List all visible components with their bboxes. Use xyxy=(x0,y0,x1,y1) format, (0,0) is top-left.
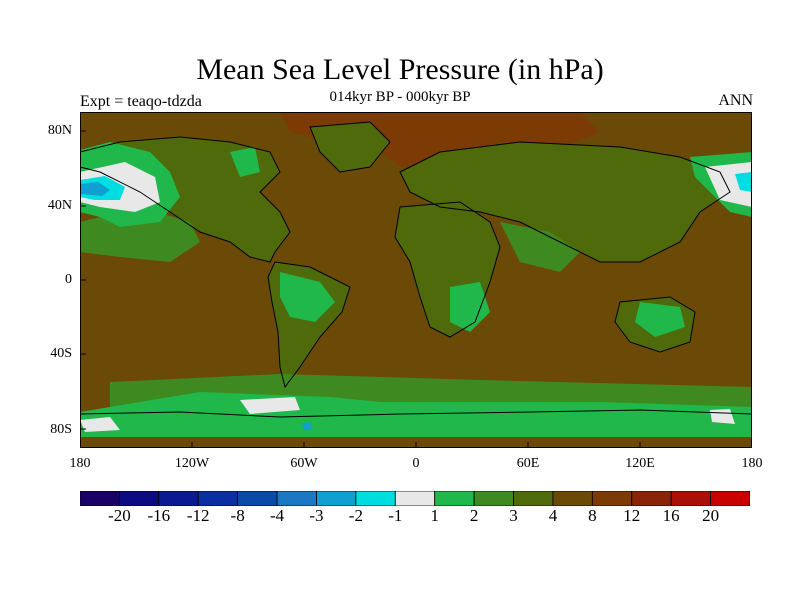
colorbar-swatch-8 xyxy=(394,491,436,506)
colorbar-label: 16 xyxy=(662,506,680,525)
colorbar-swatch-10 xyxy=(473,491,514,506)
colorbar-label: 20 xyxy=(702,506,720,525)
colorbar-label: -3 xyxy=(309,506,324,525)
lat-tick-80n: 80N xyxy=(47,123,72,138)
colorbar-swatch-12 xyxy=(552,491,593,506)
colorbar-label: 8 xyxy=(588,506,597,525)
colorbar-label: -4 xyxy=(269,506,285,525)
colorbar-swatch-13 xyxy=(591,491,633,506)
colorbar-label: 4 xyxy=(548,506,558,525)
antarctic-neutral-patch-1 xyxy=(240,397,300,414)
hudson-low-patch xyxy=(230,147,260,177)
colorbar-swatch-11 xyxy=(513,491,554,506)
indian-mid-anomaly xyxy=(500,222,580,272)
colorbar-swatch-6 xyxy=(316,491,357,506)
season-label: ANN xyxy=(718,92,753,109)
lon-tick-120w: 120W xyxy=(174,456,210,471)
colorbar-label: -12 xyxy=(186,506,210,525)
pressure-anomaly-map xyxy=(80,112,752,448)
lon-tick-180w: 180 xyxy=(69,456,91,471)
colorbar-label: 3 xyxy=(509,506,518,525)
colorbar-swatch-7 xyxy=(355,491,396,506)
colorbar-label: -20 xyxy=(108,506,131,525)
colorbar-label: -8 xyxy=(230,506,245,525)
colorbar-label: 1 xyxy=(430,506,439,525)
colorbar-swatch-0 xyxy=(80,491,120,506)
lon-tick-180e: 180 xyxy=(741,456,763,471)
greenland-land xyxy=(310,122,390,172)
antarctic-neutral-patch-2 xyxy=(80,417,120,432)
colorbar-swatch-15 xyxy=(670,491,711,506)
colorbar-label: -1 xyxy=(388,506,403,525)
colorbar-swatch-2 xyxy=(158,491,199,506)
lon-tick-60w: 60W xyxy=(290,456,318,471)
lon-tick-120e: 120E xyxy=(625,456,655,471)
nw-pacific-negative-1 xyxy=(735,172,752,192)
colorbar-label: -16 xyxy=(147,506,171,525)
lon-tick-60e: 60E xyxy=(516,456,540,471)
colorbar-swatch-1 xyxy=(119,491,160,506)
lat-tick-40n: 40N xyxy=(47,198,72,213)
ne-pacific-negative-2 xyxy=(80,182,110,196)
lon-tick-0: 0 xyxy=(412,456,420,471)
antarctic-negative-patch xyxy=(302,422,312,430)
colorbar-swatch-16 xyxy=(710,491,750,506)
australia-low-region xyxy=(635,302,685,337)
coastlines xyxy=(80,121,752,418)
nw-pacific-neutral-patch xyxy=(705,162,752,207)
colorbar-swatch-4 xyxy=(237,491,278,506)
lat-tick-40s: 40S xyxy=(50,346,72,361)
amazon-low-region xyxy=(280,272,335,322)
colorbar-swatch-5 xyxy=(276,491,317,506)
map-title: Mean Sea Level Pressure (in hPa) xyxy=(196,53,604,86)
map-subtitle: 014kyr BP - 000kyr BP xyxy=(329,89,471,105)
colorbar xyxy=(80,491,750,506)
map-ticks xyxy=(80,112,641,448)
colorbar-label: 2 xyxy=(469,506,479,525)
southern-africa-low-region xyxy=(450,282,490,332)
lat-tick-0: 0 xyxy=(65,272,72,287)
eurasia-land xyxy=(400,142,730,262)
colorbar-swatch-9 xyxy=(434,491,475,506)
lat-tick-80s: 80S xyxy=(50,422,72,437)
colorbar-swatch-3 xyxy=(197,491,239,506)
colorbar-label: 12 xyxy=(623,506,641,525)
experiment-label: Expt = teaqo-tdzda xyxy=(80,93,202,110)
colorbar-swatch-14 xyxy=(631,491,672,506)
colorbar-label: -2 xyxy=(348,506,363,525)
